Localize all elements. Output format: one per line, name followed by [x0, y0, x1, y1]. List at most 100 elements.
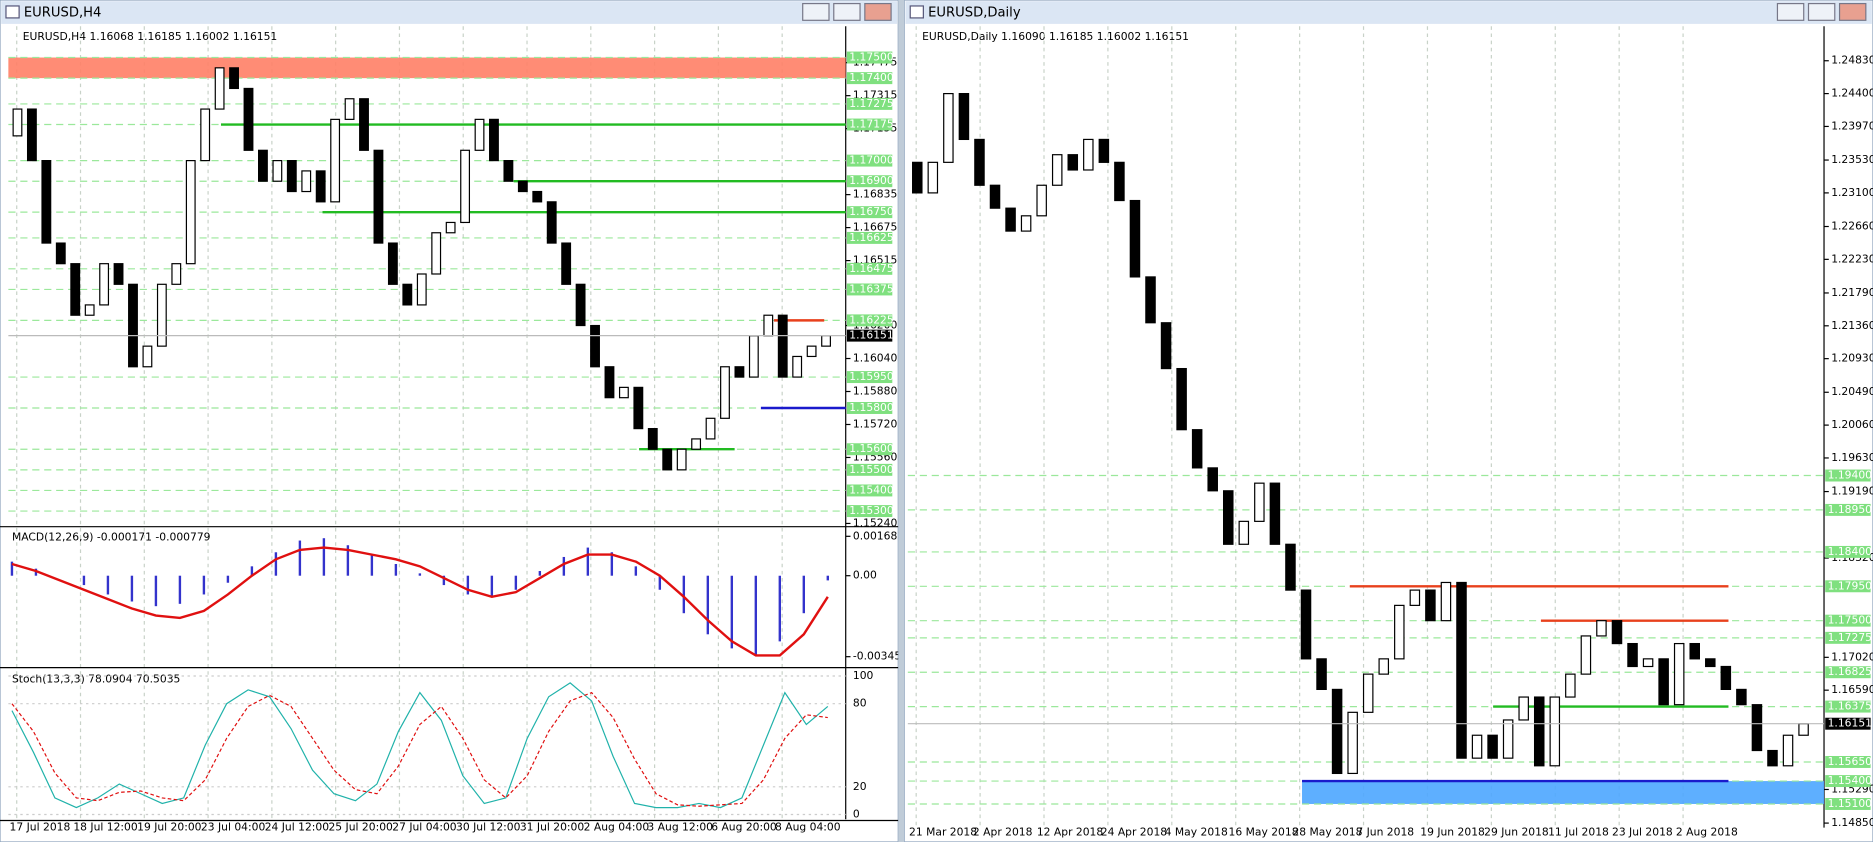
candle — [243, 87, 254, 151]
close-button[interactable] — [1838, 2, 1867, 21]
level-label-box — [1825, 580, 1871, 593]
stoch-main — [11, 682, 829, 809]
level-label: 1.16375 — [1828, 700, 1872, 713]
time-label: 2 Aug 04:00 — [584, 821, 650, 834]
candle — [633, 386, 644, 430]
time-label: 23 Jul 2018 — [1612, 825, 1673, 838]
minimize-button[interactable] — [802, 2, 830, 21]
candle — [373, 149, 384, 244]
time-label: 21 Mar 2018 — [909, 825, 977, 838]
time-label: 8 Aug 04:00 — [775, 821, 841, 834]
candle — [647, 428, 658, 450]
candle — [1114, 161, 1125, 202]
minimize-button[interactable] — [1776, 2, 1805, 21]
title-bar — [1, 1, 898, 24]
level-label: 1.19400 — [1828, 469, 1873, 482]
level-label: 1.17500 — [1828, 614, 1873, 627]
candle — [286, 160, 297, 193]
candle — [301, 170, 312, 193]
candle — [806, 345, 817, 358]
level-label-box — [1825, 614, 1871, 627]
price-tick-label: 1.24830 — [1831, 54, 1873, 67]
level-label: 1.17275 — [1828, 631, 1872, 644]
level-label-box — [846, 51, 893, 64]
price-tick-label: 1.16590 — [1831, 683, 1873, 696]
candle — [1580, 635, 1592, 675]
price-tick-label: 1.20060 — [1831, 418, 1873, 431]
candle — [1533, 696, 1545, 767]
chart-header: EURUSD,Daily 1.16090 1.16185 1.16002 1.1… — [922, 30, 1189, 43]
time-label: 12 Apr 2018 — [1037, 825, 1104, 838]
level-label: 1.15300 — [849, 504, 894, 517]
candle — [662, 448, 673, 471]
price-zone — [1302, 781, 1825, 804]
candle — [1440, 581, 1452, 622]
macd-label: MACD(12,26,9) -0.000171 -0.000779 — [12, 530, 211, 543]
level-label-box — [846, 463, 893, 476]
time-label: 23 Jul 04:00 — [201, 821, 266, 834]
candle — [1502, 719, 1514, 759]
window-title: EURUSD,Daily — [928, 6, 1021, 21]
level-label: 1.16475 — [849, 262, 893, 275]
level-label: 1.17500 — [849, 51, 894, 64]
time-label: 16 May 2018 — [1229, 825, 1299, 838]
candle — [55, 242, 66, 265]
level-label-box — [846, 402, 893, 414]
candle — [1487, 734, 1498, 759]
candle — [1207, 467, 1218, 492]
candle — [1005, 207, 1016, 232]
price-tick-label: 1.15880 — [853, 385, 898, 398]
level-label-box — [1825, 545, 1871, 558]
current-price-box — [1825, 717, 1871, 730]
price-tick-label: 1.17020 — [1831, 650, 1873, 663]
title-bar — [905, 1, 1872, 24]
candle — [214, 67, 225, 110]
candle — [387, 242, 398, 285]
candle — [156, 283, 167, 347]
candle — [1331, 688, 1343, 775]
candle — [1300, 589, 1312, 660]
level-label-box — [846, 262, 893, 275]
candle — [912, 161, 923, 194]
candle — [1145, 276, 1156, 324]
stoch-tick-label: 20 — [853, 780, 867, 793]
stoch-label: Stoch(13,3,3) 78.0904 70.5035 — [12, 673, 180, 686]
price-tick-label: 1.22660 — [1831, 220, 1873, 233]
close-button[interactable] — [864, 2, 892, 21]
candle — [1705, 658, 1716, 668]
candle — [171, 263, 182, 285]
candle — [974, 138, 985, 186]
stoch-tick-label: 0 — [853, 808, 860, 821]
window-frame — [903, 0, 1873, 842]
candle — [1642, 658, 1654, 668]
level-label: 1.15500 — [849, 463, 894, 476]
time-label: 30 Jul 12:00 — [456, 821, 521, 834]
level-label: 1.16825 — [1828, 665, 1872, 678]
candle — [1549, 696, 1561, 767]
price-tick-label: 1.23100 — [1831, 186, 1873, 199]
price-tick-label: 1.19630 — [1831, 451, 1873, 464]
candle — [1020, 215, 1032, 232]
level-label-box — [846, 505, 893, 518]
candle — [142, 345, 153, 368]
candle — [763, 314, 774, 337]
candle — [489, 118, 499, 162]
candle — [575, 283, 586, 327]
level-label: 1.16375 — [849, 282, 893, 295]
level-label: 1.15800 — [849, 401, 894, 414]
candle — [546, 201, 557, 244]
price-tick-label: 1.15240 — [853, 516, 898, 529]
candle — [1394, 604, 1405, 660]
level-label-box — [846, 443, 893, 456]
level-label-box — [846, 154, 893, 167]
candle — [618, 386, 629, 399]
candle — [41, 160, 52, 244]
restore-button[interactable] — [833, 2, 861, 21]
price-tick-label: 1.16675 — [853, 221, 897, 234]
level-label-box — [846, 314, 893, 327]
level-label: 1.15400 — [1828, 774, 1873, 787]
price-tick-label: 1.24400 — [1831, 87, 1873, 100]
candle — [330, 118, 341, 203]
restore-button[interactable] — [1807, 2, 1836, 21]
